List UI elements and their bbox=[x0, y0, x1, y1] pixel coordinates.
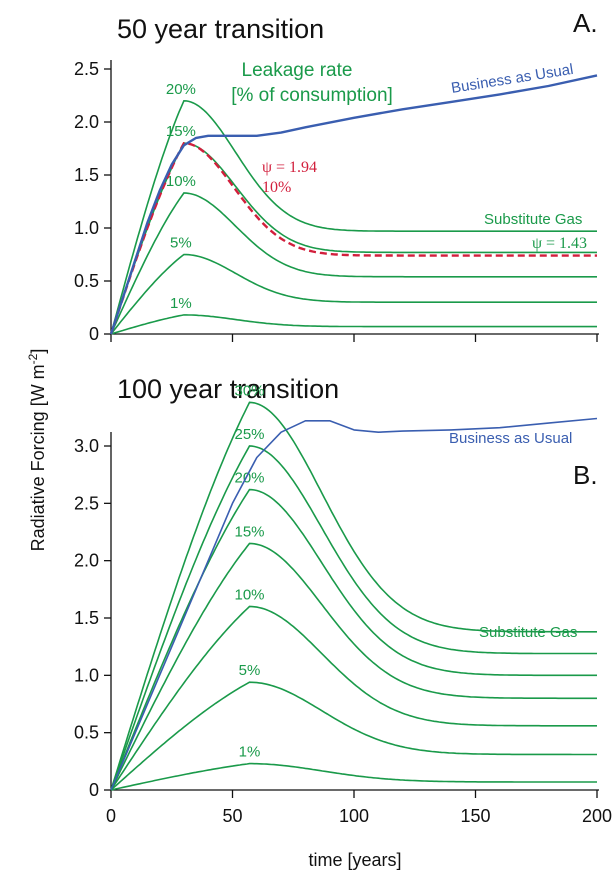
leakage-title-line2: [% of consumption] bbox=[231, 85, 393, 106]
y-tick-label: 0.5 bbox=[74, 271, 99, 291]
y-tick-label: 1.0 bbox=[74, 218, 99, 238]
y-tick-label: 0 bbox=[89, 780, 99, 800]
leak-rate-label: 5% bbox=[170, 235, 192, 252]
x-tick-label: 150 bbox=[460, 806, 490, 826]
x-axis-label: time [years] bbox=[308, 850, 401, 870]
leak-rate-label: 15% bbox=[166, 123, 196, 140]
panel-b-title: 100 year transition bbox=[117, 374, 339, 404]
substitute-gas-line-25pct bbox=[110, 445, 597, 791]
panel-b-series: 30% 25% 20% 15% 10% 5% 1% bbox=[110, 382, 598, 791]
y-tick-label: 2.5 bbox=[74, 59, 99, 79]
y-tick-label: 0.5 bbox=[74, 723, 99, 743]
y-tick-label: 0 bbox=[89, 324, 99, 344]
x-tick-label: 50 bbox=[222, 806, 242, 826]
business-as-usual-line bbox=[109, 74, 598, 335]
substitute-gas-line-1pct bbox=[110, 762, 597, 791]
substitute-gas-line-20pct bbox=[110, 99, 597, 335]
y-axis-label-sup: -2 bbox=[26, 353, 40, 364]
substitute-gas-line-1pct bbox=[110, 314, 597, 335]
substitute-gas-line-10pct bbox=[110, 605, 597, 791]
y-axis-label-close: ] bbox=[28, 349, 48, 354]
substitute-gas-line-10pct bbox=[110, 192, 597, 335]
y-tick-label: 1.5 bbox=[74, 608, 99, 628]
panel-a: 50 year transition A. 0 0.5 1.0 1.5 2.0 2.5 2… bbox=[74, 8, 599, 344]
y-tick-label: 3.0 bbox=[74, 436, 99, 456]
panel-b-business-label: Business as Usual bbox=[449, 430, 572, 447]
y-axis-label: Radiative Forcing [W m-2] bbox=[26, 349, 48, 552]
y-tick-label: 1.0 bbox=[74, 665, 99, 685]
substitute-gas-line-30pct bbox=[110, 401, 597, 791]
substitute-gas-line-15pct bbox=[110, 542, 597, 791]
leak-rate-label: 15% bbox=[234, 523, 264, 540]
x-tick-label: 0 bbox=[106, 806, 116, 826]
y-axis-label-main: Radiative Forcing [W m bbox=[28, 364, 48, 551]
substitute-gas-line-5pct bbox=[110, 681, 597, 791]
y-tick-label: 1.5 bbox=[74, 165, 99, 185]
leakage-title-line1: Leakage rate bbox=[242, 60, 353, 81]
y-tick-label: 2.0 bbox=[74, 551, 99, 571]
leak-rate-label: 1% bbox=[170, 295, 192, 312]
panel-a-axes: 0 0.5 1.0 1.5 2.0 2.5 bbox=[74, 59, 599, 344]
psi-dashed-line bbox=[109, 141, 597, 335]
psi-green-label: ψ = 1.43 bbox=[532, 235, 587, 252]
panel-a-substitute-label: Substitute Gas bbox=[484, 211, 582, 228]
panel-b: 100 year transition B. 0 0.5 1.0 1.5 2.0 2.5 3… bbox=[74, 374, 612, 826]
y-tick-label: 2.0 bbox=[74, 112, 99, 132]
leak-rate-label: 10% bbox=[234, 587, 264, 604]
x-tick-label: 100 bbox=[339, 806, 369, 826]
leak-rate-label: 5% bbox=[239, 662, 261, 679]
psi-red-leak-label: 10% bbox=[262, 179, 291, 196]
panel-a-series: 20% 15% 10% 5% 1% bbox=[109, 74, 598, 335]
leak-rate-label: 20% bbox=[234, 470, 264, 487]
leak-rate-label: 10% bbox=[166, 173, 196, 190]
y-tick-label: 2.5 bbox=[74, 493, 99, 513]
panel-a-label: A. bbox=[573, 8, 598, 38]
x-tick-label: 200 bbox=[582, 806, 612, 826]
business-as-usual-line bbox=[110, 417, 598, 791]
leak-rate-label: 20% bbox=[166, 81, 196, 98]
panel-b-label: B. bbox=[573, 460, 598, 490]
psi-red-label: ψ = 1.94 bbox=[262, 159, 317, 176]
substitute-gas-line-5pct bbox=[110, 253, 597, 335]
leak-rate-label: 1% bbox=[239, 744, 261, 761]
panel-b-substitute-label: Substitute Gas bbox=[479, 624, 577, 641]
leak-rate-label: 30% bbox=[234, 382, 264, 399]
leak-rate-label: 25% bbox=[234, 426, 264, 443]
panel-a-title: 50 year transition bbox=[117, 14, 324, 44]
panel-b-axes: 0 0.5 1.0 1.5 2.0 2.5 3.0 0 50 100 150 200 bbox=[74, 432, 612, 826]
